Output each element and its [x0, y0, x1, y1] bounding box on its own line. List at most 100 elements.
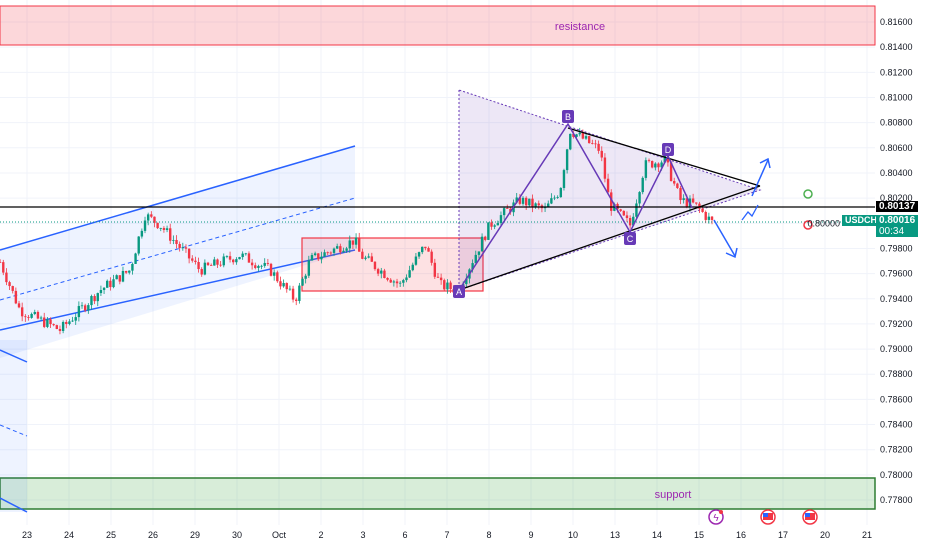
candle [597, 143, 600, 151]
candle [591, 143, 594, 144]
candle [27, 317, 30, 318]
x-tick-label: 30 [232, 530, 242, 540]
resistance-zone[interactable] [0, 5, 876, 46]
candle [326, 252, 329, 254]
candle [238, 257, 241, 260]
candle [247, 253, 251, 263]
lightning-event-icon[interactable]: ϟ [708, 509, 724, 525]
candle [260, 265, 263, 267]
symbol-label: USDCHF [842, 215, 886, 226]
candle [701, 208, 704, 212]
candle [216, 259, 219, 265]
channel-lower-line[interactable] [0, 249, 356, 331]
triangle-lower-line[interactable] [458, 185, 761, 291]
candle [61, 321, 65, 331]
pattern-point-c: C [624, 232, 636, 245]
candle [424, 246, 427, 249]
x-tick-label: 13 [610, 530, 620, 540]
candle [361, 251, 364, 259]
candle [411, 264, 414, 271]
candle [74, 317, 77, 321]
sell-signal-icon[interactable] [803, 220, 813, 230]
range-box[interactable] [301, 237, 484, 292]
y-tick-label: 0.78400 [880, 420, 913, 430]
arrow-up-icon[interactable] [751, 157, 771, 197]
candle [373, 261, 377, 270]
candle [383, 270, 386, 278]
candle [80, 305, 84, 307]
svg-text:C: C [627, 234, 634, 244]
x-tick-label: 3 [360, 530, 365, 540]
candle [531, 198, 534, 208]
candle [153, 216, 156, 223]
horizontal-line-price-label: 0.80137 [876, 201, 919, 212]
candle [68, 321, 71, 325]
candle [307, 260, 311, 276]
arrow-down-icon[interactable] [713, 219, 738, 259]
candle [77, 306, 81, 318]
candle [272, 272, 276, 276]
candle [33, 311, 36, 314]
buy-signal-icon[interactable] [803, 189, 813, 199]
candle [134, 253, 137, 264]
triangle-fill[interactable] [458, 89, 762, 291]
candle [250, 262, 254, 266]
candle [282, 283, 285, 287]
candle [276, 272, 279, 282]
candle [194, 260, 197, 263]
channel-upper-line[interactable] [0, 145, 356, 251]
candle [644, 160, 648, 178]
candle [146, 214, 150, 221]
current-price-label: 0.80016 00:34 [876, 215, 918, 237]
us-flag-event-icon[interactable] [802, 509, 818, 525]
candle [439, 277, 443, 281]
candle [162, 227, 166, 230]
y-tick-label: 0.81600 [880, 17, 913, 27]
x-tick-label: 9 [528, 530, 533, 540]
svg-text:B: B [565, 112, 571, 122]
candle [24, 316, 27, 318]
candle [704, 211, 707, 220]
candle [550, 198, 553, 204]
candle [298, 285, 301, 301]
candle [291, 288, 295, 300]
resistance-label: resistance [555, 21, 605, 33]
candle [184, 247, 188, 249]
candle [559, 187, 563, 198]
candle [269, 263, 273, 276]
candle [87, 305, 90, 311]
candles [0, 127, 714, 335]
y-tick-label: 0.78800 [880, 369, 913, 379]
candle [465, 278, 468, 285]
time-axis[interactable]: 23 24 25 26 29 30 Oct 2 3 6 7 8 9 10 13 14 15 16 17 20 21 [22, 530, 872, 540]
candle [102, 287, 106, 291]
y-tick-label: 0.79000 [880, 344, 913, 354]
price-axis[interactable]: 0.81600 0.81400 0.81200 0.81000 0.80800 0.806… [807, 17, 912, 505]
candle [313, 253, 317, 256]
candle [657, 163, 660, 168]
candle [572, 133, 575, 137]
candle [603, 157, 607, 179]
y-tick-label: 0.80800 [880, 118, 913, 128]
candle [159, 227, 162, 229]
candle [112, 279, 115, 288]
candle [487, 222, 490, 240]
x-tick-label: 14 [652, 530, 662, 540]
candle [698, 203, 701, 209]
support-zone[interactable] [0, 477, 876, 510]
candle [477, 251, 481, 255]
y-tick-label: 0.78600 [880, 394, 913, 404]
left-channel-lower [0, 497, 28, 513]
x-tick-label: 2 [318, 530, 323, 540]
candle [90, 296, 93, 306]
path-zigzag[interactable] [741, 204, 759, 221]
candle [521, 197, 525, 204]
svg-text:ϟ: ϟ [713, 513, 719, 524]
triangle-upper-line[interactable] [567, 127, 761, 187]
candle [71, 320, 74, 322]
candle [493, 225, 496, 227]
candle [317, 253, 320, 260]
us-flag-event-icon[interactable] [760, 509, 776, 525]
